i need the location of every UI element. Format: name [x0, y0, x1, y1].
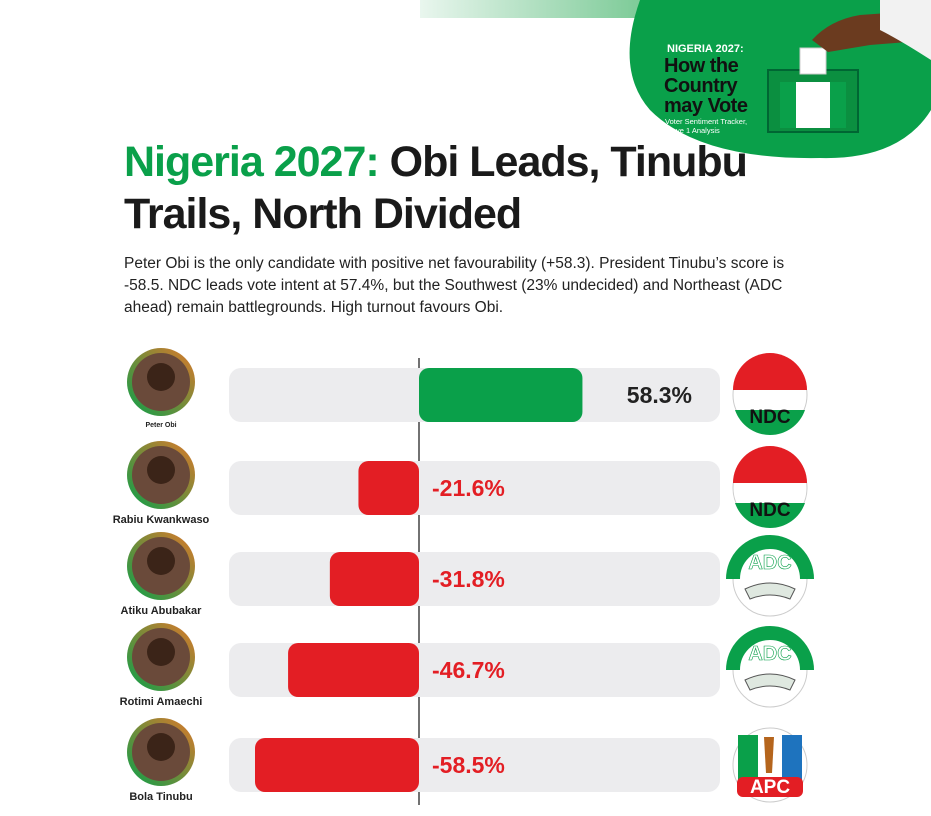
logo-broom	[764, 737, 774, 773]
bar	[255, 738, 419, 792]
party-name: ADC	[748, 643, 791, 665]
badge-kicker: NIGERIA 2027:	[667, 43, 744, 55]
title: Nigeria 2027: Obi Leads, Tinubu Trails, …	[124, 136, 804, 240]
logo-hands	[744, 582, 796, 600]
badge-title: How the Country may Vote	[664, 55, 748, 117]
logo-hands	[744, 673, 796, 691]
bar	[288, 643, 419, 697]
logo-flag-l	[738, 735, 758, 780]
bar-track	[229, 461, 720, 515]
logo-bar	[737, 777, 803, 797]
value-label: -21.6%	[432, 475, 505, 501]
title-prefix: Nigeria 2027:	[124, 138, 380, 186]
logo-ring	[726, 535, 814, 580]
candidate-name: Peter Obi	[145, 422, 176, 429]
photo-face	[147, 456, 175, 484]
party-name: APC	[750, 777, 790, 798]
party-name: NDC	[749, 407, 790, 428]
subtitle: Peter Obi is the only candidate with pos…	[124, 255, 785, 316]
value-label: -46.7%	[432, 657, 505, 683]
logo-bottom	[735, 503, 805, 528]
candidate-name: Atiku Abubakar	[121, 605, 203, 617]
value-label: -31.8%	[432, 566, 505, 592]
bar	[358, 461, 419, 515]
candidate-name: Rotimi Amaechi	[120, 696, 203, 708]
ballot-box	[767, 0, 931, 133]
party-name: NDC	[749, 500, 790, 521]
logo-flag-r	[782, 735, 802, 780]
logo-ring	[726, 626, 814, 671]
badge-subtitle: Voter Sentiment Tracker, Wave 1 Analysis	[665, 117, 748, 135]
value-label: -58.5%	[432, 752, 505, 778]
logo-bottom	[735, 410, 805, 435]
party-name: ADC	[748, 552, 791, 574]
title-main: Obi Leads, Tinubu Trails, North Divided	[124, 138, 748, 238]
logo-top	[733, 446, 807, 483]
candidate-name: Bola Tinubu	[129, 791, 192, 803]
bar	[419, 368, 583, 422]
candidate-name: Rabiu Kwankwaso	[113, 514, 210, 526]
photo-face	[147, 363, 175, 391]
logo-top	[733, 353, 807, 390]
photo-face	[147, 638, 175, 666]
photo-face	[147, 733, 175, 761]
value-label: 58.3%	[627, 382, 692, 408]
photo-face	[147, 547, 175, 575]
bar	[329, 552, 419, 606]
